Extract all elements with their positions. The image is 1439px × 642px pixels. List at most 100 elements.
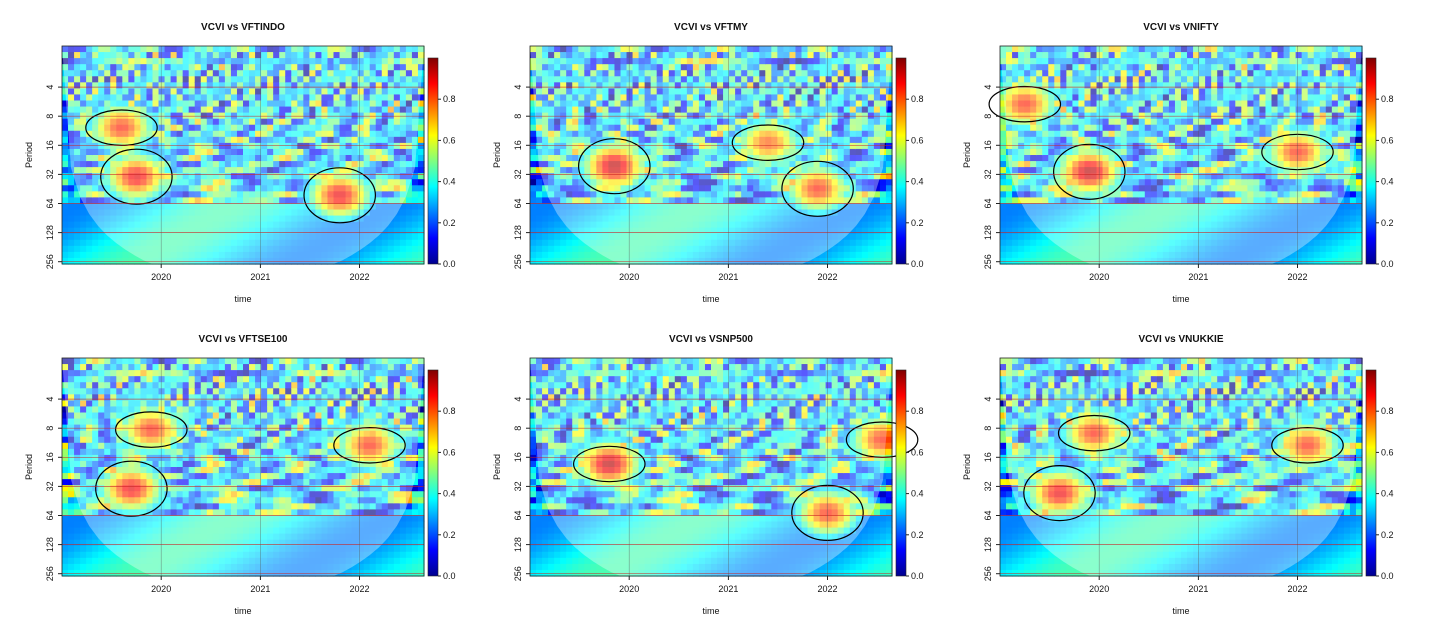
heatmap-cell — [530, 118, 537, 126]
heatmap-cell — [584, 257, 591, 265]
plot-frame — [61, 45, 425, 265]
heatmap-cell — [249, 257, 256, 265]
heatmap-cell — [128, 227, 135, 235]
heatmap-cell — [128, 203, 135, 211]
heatmap-cell — [417, 221, 425, 229]
heatmap-cell — [357, 46, 365, 53]
heatmap-cell — [218, 185, 226, 192]
heatmap-cell — [590, 130, 597, 138]
y-tick-label: 256 — [513, 254, 523, 269]
heatmap-cell — [291, 215, 298, 223]
heatmap-cell — [387, 221, 395, 229]
heatmap-cell — [363, 155, 371, 162]
heatmap-cell — [596, 64, 603, 71]
heatmap-cell — [224, 209, 232, 217]
heatmap-cell — [315, 70, 323, 77]
heatmap-cell — [212, 167, 220, 174]
heatmap-cell — [92, 100, 99, 108]
heatmap-cell — [315, 173, 323, 180]
heatmap-cell — [140, 179, 148, 186]
heatmap-cell — [249, 251, 256, 259]
heatmap-cell — [572, 191, 579, 198]
heatmap-cell — [158, 239, 166, 247]
heatmap-cell — [321, 106, 329, 114]
heatmap-cell — [104, 251, 111, 259]
heatmap-cell — [206, 221, 214, 229]
heatmap-cell — [86, 179, 93, 186]
heatmap-cell — [164, 221, 172, 229]
heatmap-cell — [170, 251, 178, 259]
heatmap-cell — [417, 203, 425, 211]
heatmap-cell — [194, 233, 202, 241]
y-tick-label: 8 — [513, 114, 523, 119]
heatmap-cell — [194, 52, 202, 59]
heatmap-cell — [381, 257, 389, 265]
heatmap-cell — [339, 64, 347, 71]
heatmap-cell — [255, 167, 262, 174]
heatmap-cell — [188, 185, 196, 192]
heatmap-cell — [566, 251, 573, 259]
heatmap-cell — [86, 155, 93, 162]
heatmap-cell — [554, 142, 561, 150]
heatmap-cell — [1000, 215, 1007, 223]
heatmap-cell — [572, 215, 579, 223]
heatmap-cell — [273, 148, 280, 156]
heatmap-cell — [224, 100, 232, 108]
heatmap-cell — [548, 209, 555, 217]
heatmap-cell — [140, 203, 148, 211]
heatmap-cell — [116, 64, 123, 71]
heatmap-cell — [861, 227, 869, 235]
heatmap-cell — [110, 233, 117, 241]
heatmap-cell — [200, 100, 208, 108]
heatmap-cell — [321, 70, 329, 77]
heatmap-cell — [86, 161, 93, 168]
heatmap-cell — [303, 215, 310, 223]
heatmap-cell — [554, 148, 561, 156]
colorbar-tick-label: 0.0 — [443, 259, 456, 269]
heatmap-cell — [236, 136, 244, 144]
heatmap-cell — [86, 245, 93, 253]
heatmap-cell — [212, 142, 220, 150]
heatmap-cell — [140, 191, 148, 198]
heatmap-cell — [303, 130, 310, 138]
heatmap-cell — [206, 88, 214, 96]
heatmap-cell — [542, 245, 549, 253]
heatmap-cell — [182, 70, 190, 77]
heatmap-cell — [530, 251, 537, 259]
heatmap-cell — [560, 148, 567, 156]
heatmap-cell — [140, 155, 148, 162]
heatmap-cell — [218, 106, 226, 114]
heatmap-cell — [548, 100, 555, 108]
heatmap-cell — [86, 239, 93, 247]
heatmap-cell — [387, 130, 395, 138]
heatmap-cell — [584, 88, 591, 96]
heatmap-cell — [68, 209, 75, 217]
heatmap-cell — [86, 82, 93, 89]
heatmap-cell — [351, 88, 359, 96]
heatmap-cell — [230, 64, 238, 71]
heatmap-cell — [584, 46, 591, 53]
heatmap-cell — [1006, 203, 1013, 211]
heatmap-cell — [873, 215, 881, 223]
heatmap-cell — [236, 82, 244, 89]
heatmap-cell — [230, 142, 238, 150]
heatmap-cell — [1000, 124, 1007, 132]
heatmap-cell — [273, 76, 280, 83]
heatmap-cell — [411, 118, 419, 126]
heatmap-cell — [188, 106, 196, 114]
heatmap-cell — [387, 76, 395, 83]
heatmap-cell — [164, 215, 172, 223]
heatmap-cell — [327, 136, 335, 144]
heatmap-cell — [578, 148, 585, 156]
heatmap-cell — [146, 46, 154, 53]
heatmap-cell — [369, 155, 377, 162]
heatmap-cell — [584, 221, 591, 229]
heatmap-cell — [236, 58, 244, 65]
heatmap-cell — [267, 179, 274, 186]
heatmap-cell — [182, 46, 190, 53]
heatmap-cell — [188, 179, 196, 186]
heatmap-cell — [62, 221, 69, 229]
heatmap-cell — [261, 46, 268, 53]
heatmap-cell — [98, 209, 105, 217]
